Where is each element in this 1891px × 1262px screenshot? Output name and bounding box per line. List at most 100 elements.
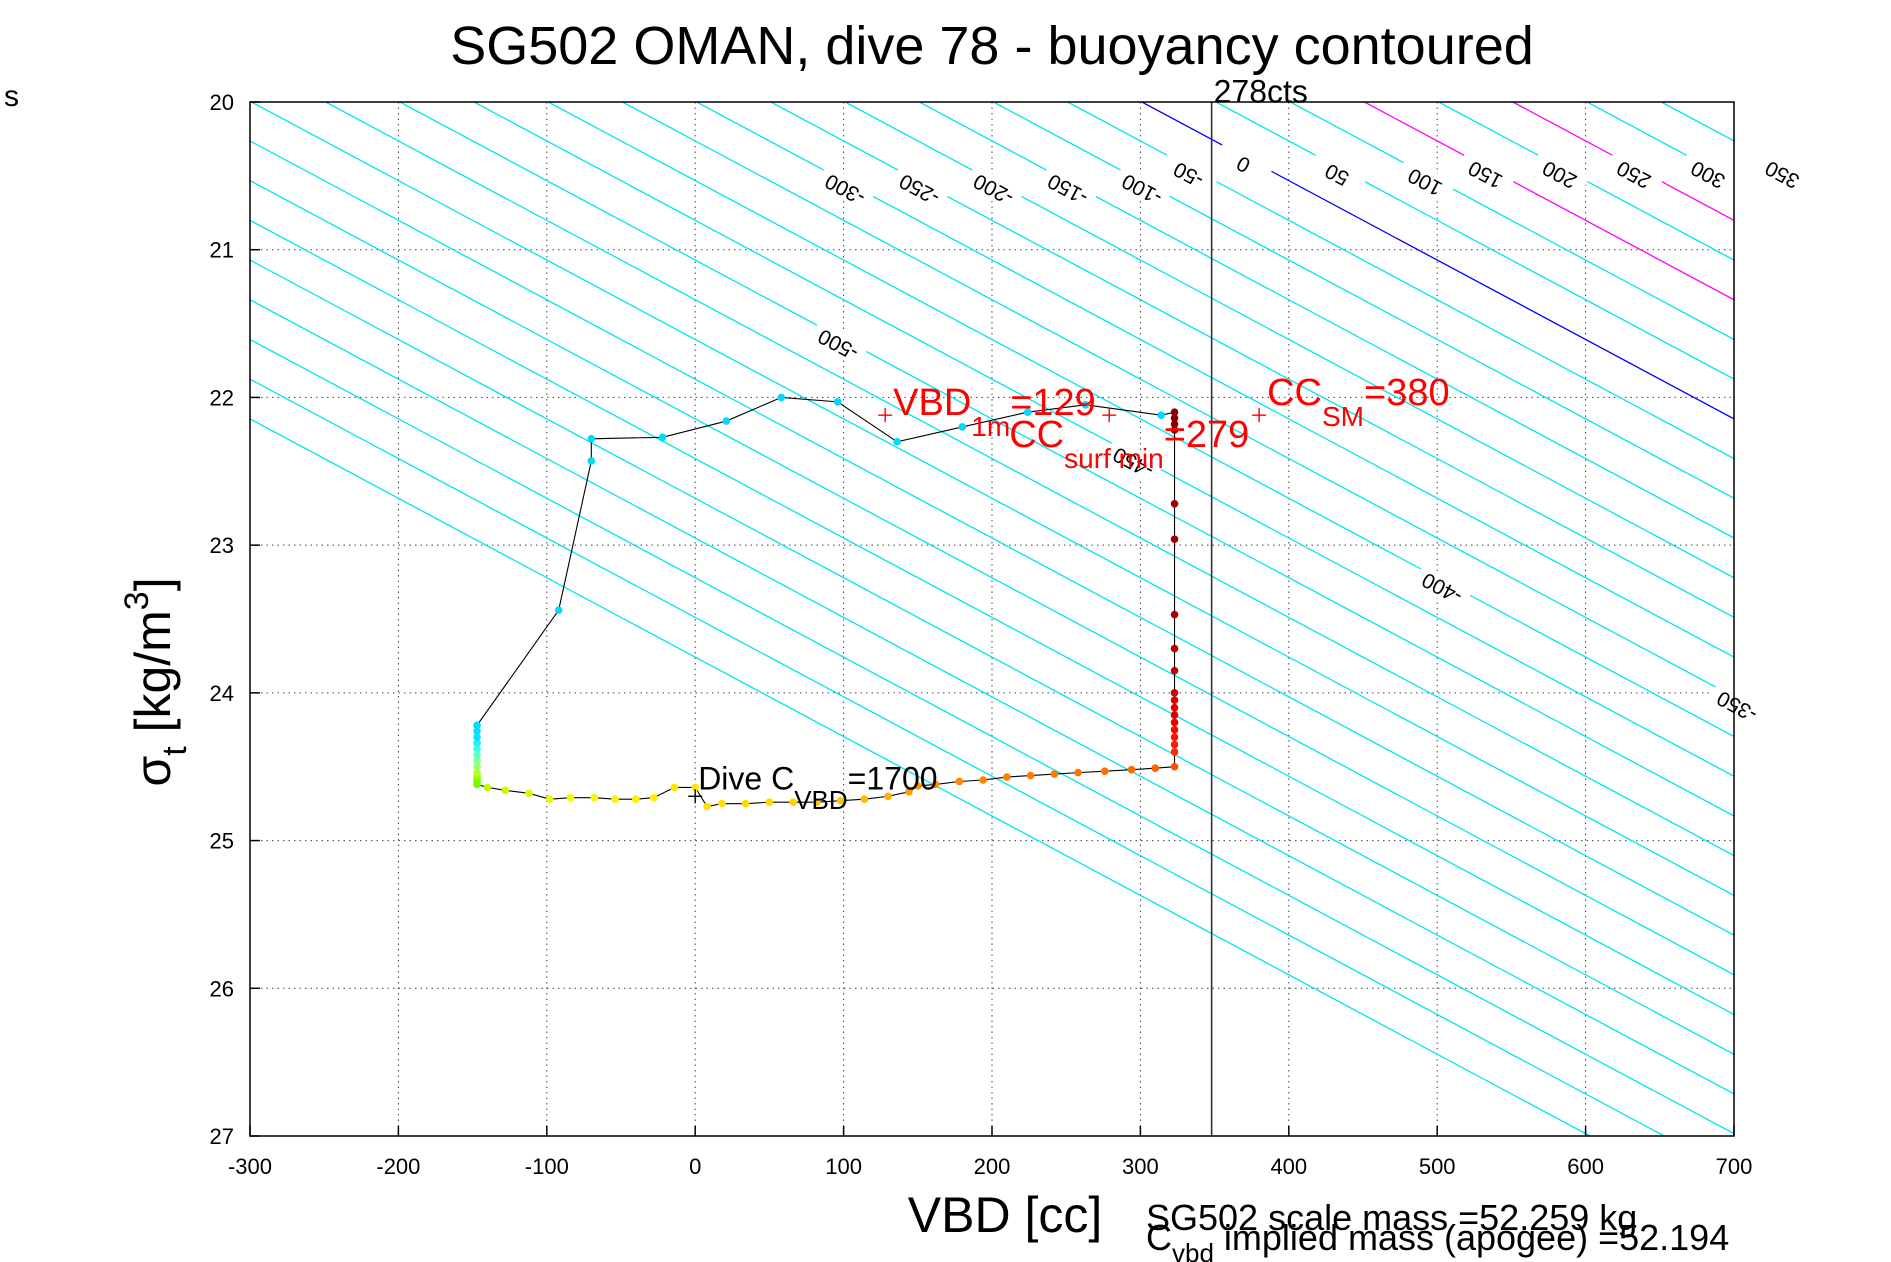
x-tick-label: 100 (825, 1154, 862, 1179)
data-point (1170, 499, 1179, 508)
x-tick-label: 200 (974, 1154, 1011, 1179)
annotation-label: CCsurf min=279 (1009, 414, 1249, 474)
data-point (587, 457, 596, 465)
data-point (473, 733, 481, 741)
x-tick-label: 700 (1716, 1154, 1753, 1179)
annotation-sub: SM (1322, 401, 1364, 432)
x-tick-label: 500 (1419, 1154, 1456, 1179)
contour-line (325, 102, 1734, 857)
data-point (833, 398, 842, 406)
annotation-sub: VBD (794, 785, 847, 815)
annotation-label: Dive CVBD=1700 (698, 760, 937, 815)
contour-label-bg (815, 164, 877, 213)
data-point (1170, 666, 1179, 675)
annotation-text: CC (1009, 414, 1064, 456)
data-point (1170, 696, 1179, 705)
data-point (931, 780, 940, 789)
x-tick-label: 0 (689, 1154, 701, 1179)
contour-line (1141, 102, 1734, 420)
y-axis-label-unit: [kg/m (125, 610, 181, 746)
x-axis-label: VBD [cc] (908, 1187, 1102, 1243)
contour-label-bg (1037, 164, 1099, 213)
y-tick-label: 22 (210, 385, 234, 410)
contour-label-bg (889, 164, 951, 213)
contour-label-bg (1529, 149, 1591, 198)
data-point (658, 433, 667, 442)
data-point (473, 739, 481, 747)
contour-label-bg (1112, 164, 1173, 213)
contour-line (1810, 102, 1891, 1136)
buoyancy-contours (250, 102, 1891, 1136)
data-point (473, 745, 481, 753)
contour-line (918, 102, 1734, 539)
contour-line (993, 102, 1734, 500)
data-point (473, 768, 481, 777)
contour-line (1586, 102, 1734, 182)
grid (249, 101, 1735, 1137)
data-point (554, 606, 563, 614)
data-point (1170, 733, 1179, 741)
y-axis-ticks: 20 21 22 23 24 25 26 27 (210, 90, 260, 1149)
annotation-text: CC (1267, 372, 1322, 414)
data-point (483, 783, 492, 792)
contour-line (1512, 102, 1734, 222)
data-point (1050, 770, 1059, 778)
contour-label-bg (1455, 149, 1517, 198)
x-axis-ticks: -300 -200 -100 0 100 200 300 400 500 600 700 (228, 1126, 1752, 1179)
data-point (691, 783, 699, 792)
contour-line (250, 338, 1734, 1135)
y-tick-label: 25 (210, 829, 234, 854)
data-point (1023, 408, 1032, 417)
contour-label-bg (808, 319, 870, 368)
data-point (860, 795, 869, 804)
annotation-label: CCSM=380 (1267, 372, 1449, 432)
data-point (914, 782, 922, 790)
contour-label-bg (1103, 438, 1165, 486)
data-point (703, 802, 711, 811)
data-point (473, 721, 481, 730)
x-tick-label: 400 (1270, 1154, 1307, 1179)
data-point (632, 795, 640, 804)
data-point (1081, 401, 1090, 409)
data-point (545, 795, 554, 804)
x-tick-label: -100 (525, 1154, 569, 1179)
data-point (1100, 767, 1109, 775)
data-point (1170, 610, 1179, 619)
corner-label: s (4, 80, 19, 113)
y-tick-label: 26 (210, 976, 234, 1001)
contour-label-bg (963, 164, 1025, 213)
data-point (1170, 420, 1179, 428)
contour-line (1215, 102, 1734, 380)
data-point (1151, 764, 1160, 772)
contour-line (250, 179, 1734, 976)
data-point (1170, 725, 1179, 734)
footer-c: C (1146, 1217, 1172, 1258)
contour-line (250, 378, 1665, 1136)
contour-line (1364, 102, 1734, 301)
data-point (813, 798, 821, 806)
dive-points (473, 393, 1179, 811)
data-point (979, 776, 987, 784)
footer-implied-mass: Cvbd implied mass (apogee) =52.194 (1146, 1217, 1729, 1262)
annotation-text: Dive C (698, 760, 794, 796)
data-point (1170, 703, 1179, 712)
data-point (1074, 768, 1082, 777)
contour-label-bg (1881, 179, 1891, 228)
data-point (765, 798, 774, 806)
contour-line (250, 299, 1734, 1095)
data-point (1170, 748, 1179, 756)
data-point (955, 777, 964, 786)
data-point (525, 789, 533, 798)
data-point (1127, 765, 1136, 774)
data-point (1003, 773, 1011, 781)
contour-line (1884, 102, 1891, 1136)
contour-label-bg (1603, 149, 1665, 198)
data-point (473, 757, 481, 765)
y-axis-label-main: σ (125, 756, 181, 787)
contour-line (251, 102, 1734, 897)
y-tick-label: 21 (210, 238, 234, 263)
data-point (1170, 718, 1179, 727)
contour-label-bg (1752, 149, 1814, 198)
